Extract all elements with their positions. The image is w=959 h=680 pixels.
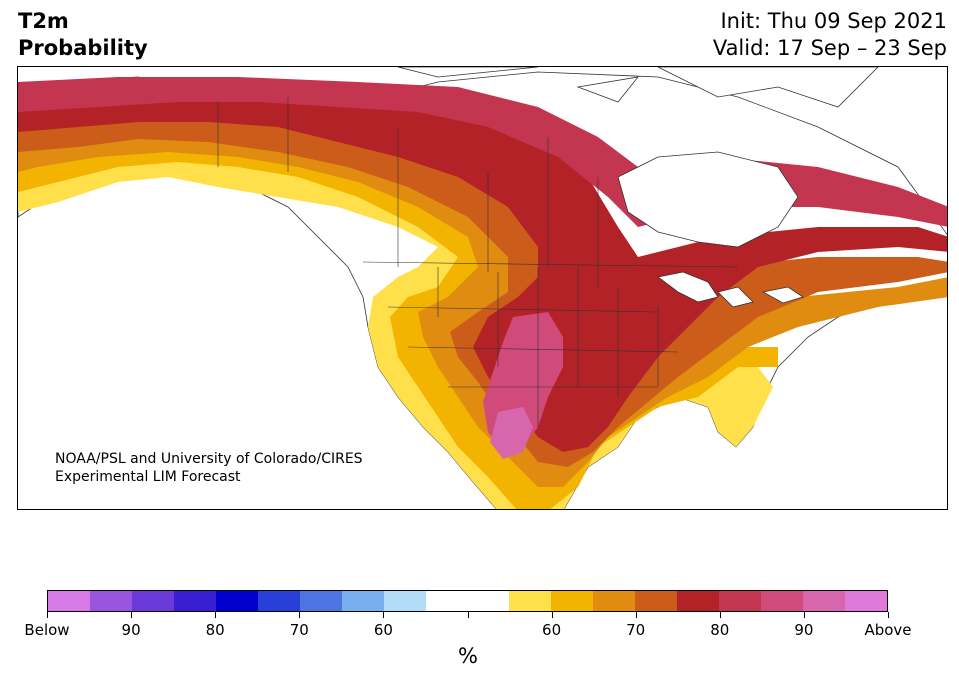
political-borders bbox=[217, 97, 739, 427]
map-title: T2m Probability bbox=[18, 8, 148, 62]
color-bar-tick bbox=[215, 612, 217, 618]
forecast-dates: Init: Thu 09 Sep 2021 Valid: 17 Sep – 23… bbox=[713, 8, 947, 62]
color-bar-segment bbox=[173, 591, 216, 611]
color-bar-tick bbox=[719, 612, 721, 618]
color-bar-tick-label: 70 bbox=[626, 621, 646, 639]
title-line-2: Probability bbox=[18, 36, 148, 60]
color-bar-segment bbox=[719, 591, 762, 611]
color-bar-tick bbox=[803, 612, 805, 618]
color-bar-segment bbox=[299, 591, 342, 611]
credit-line-2: Experimental LIM Forecast bbox=[55, 469, 241, 485]
color-bar-segment bbox=[803, 591, 846, 611]
color-bar-tick-label: 60 bbox=[542, 621, 562, 639]
color-bar-segment bbox=[131, 591, 174, 611]
color-bar-segment bbox=[551, 591, 594, 611]
color-bar-tick bbox=[551, 612, 553, 618]
color-bar-tick bbox=[467, 612, 469, 618]
unit-label: % bbox=[458, 644, 478, 668]
color-bar-segment bbox=[257, 591, 300, 611]
color-bar-segment bbox=[467, 591, 510, 611]
valid-range: Valid: 17 Sep – 23 Sep bbox=[712, 36, 947, 60]
color-bar-segment bbox=[425, 591, 468, 611]
color-bar-segment bbox=[593, 591, 636, 611]
color-bar-tick bbox=[131, 612, 133, 618]
color-bar-tick-label: Below bbox=[24, 621, 70, 639]
map-panel bbox=[17, 66, 948, 510]
color-bar-tick-label: 80 bbox=[205, 621, 225, 639]
color-bar-segment bbox=[215, 591, 258, 611]
color-bar-tick bbox=[635, 612, 637, 618]
color-bar-tick-label: 70 bbox=[289, 621, 309, 639]
credit-line-1: NOAA/PSL and University of Colorado/CIRE… bbox=[55, 451, 363, 467]
color-bar-segment bbox=[89, 591, 132, 611]
title-line-1: T2m bbox=[18, 9, 69, 33]
arctic-islands bbox=[397, 67, 879, 108]
color-bar-segment bbox=[845, 591, 888, 611]
color-bar-segment bbox=[341, 591, 384, 611]
color-bar-tick bbox=[299, 612, 301, 618]
hudson-bay bbox=[617, 151, 799, 248]
color-bar-tick-label: 90 bbox=[794, 621, 814, 639]
color-bar-tick-label: 90 bbox=[121, 621, 141, 639]
above-70-region bbox=[18, 107, 947, 487]
color-bar-tick bbox=[383, 612, 385, 618]
color-bar-tick-label: 60 bbox=[373, 621, 393, 639]
color-bar bbox=[47, 590, 888, 612]
color-bar-segment bbox=[383, 591, 426, 611]
color-bar-tick-label: 80 bbox=[710, 621, 730, 639]
probability-map bbox=[18, 67, 947, 509]
init-date: Init: Thu 09 Sep 2021 bbox=[720, 9, 947, 33]
great-lakes bbox=[657, 271, 804, 308]
credit-text: NOAA/PSL and University of Colorado/CIRE… bbox=[55, 450, 363, 486]
color-bar-tick-label: Above bbox=[864, 621, 912, 639]
color-bar-segment bbox=[677, 591, 720, 611]
color-bar-segment bbox=[635, 591, 678, 611]
color-bar-tick bbox=[47, 612, 48, 618]
above-80-region bbox=[18, 87, 947, 452]
above-95-region bbox=[490, 407, 533, 459]
color-bar-segment bbox=[761, 591, 804, 611]
color-bar-segment bbox=[48, 591, 90, 611]
color-bar-segment bbox=[509, 591, 552, 611]
color-bar-tick bbox=[888, 612, 889, 618]
